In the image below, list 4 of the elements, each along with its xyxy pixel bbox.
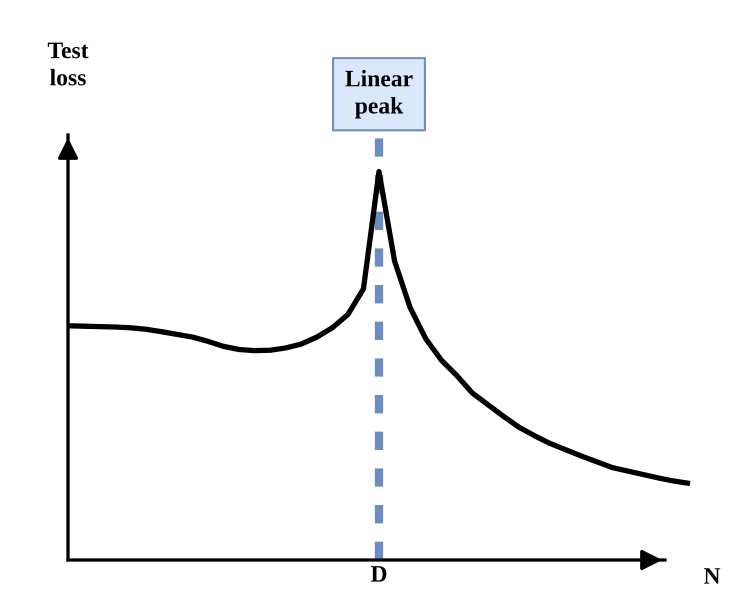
- x-axis-title: N: [704, 568, 720, 584]
- text: Linear peak: [345, 70, 413, 118]
- text: D: [370, 566, 386, 582]
- y-axis-title: Test loss: [48, 42, 88, 86]
